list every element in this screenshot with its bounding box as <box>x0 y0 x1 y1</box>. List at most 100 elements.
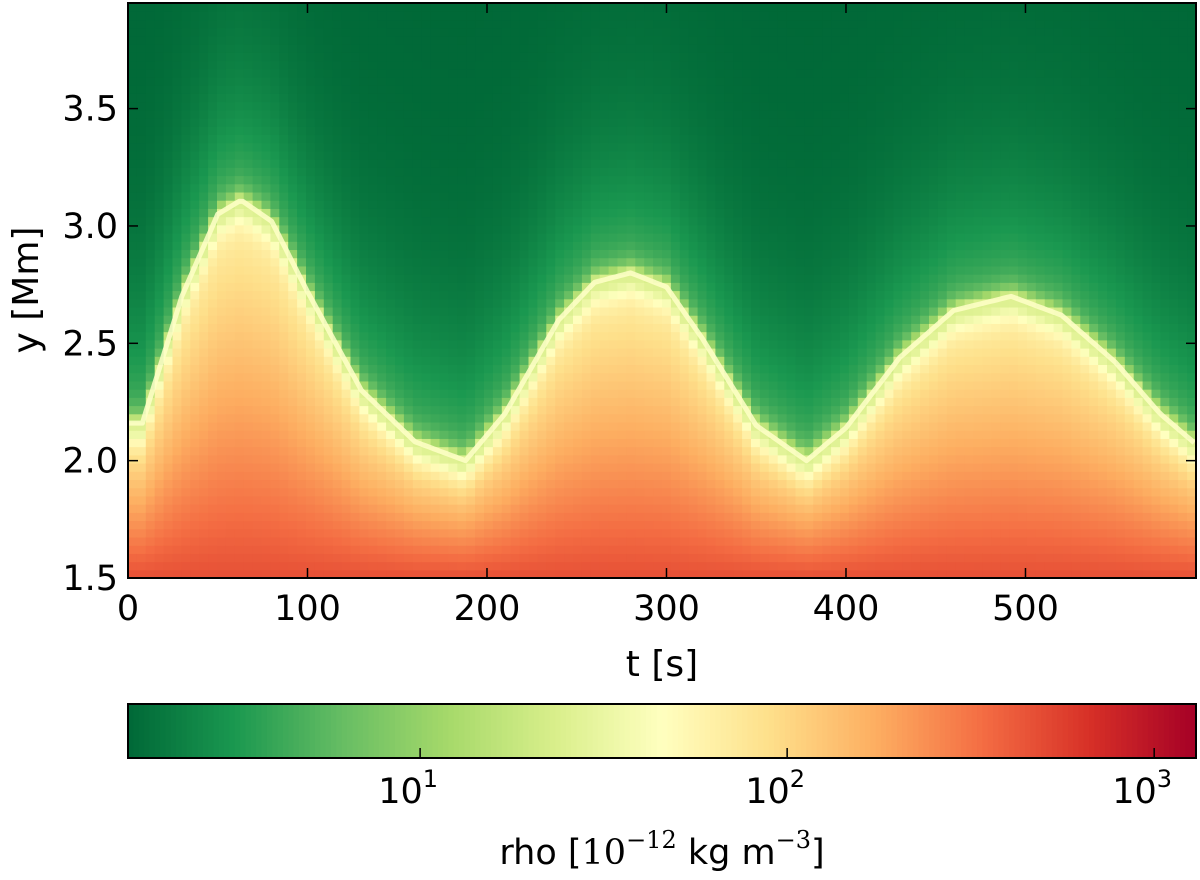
heatmap-cell <box>484 265 494 275</box>
heatmap-cell <box>270 85 280 94</box>
heatmap-cell <box>457 159 467 168</box>
heatmap-cell <box>297 405 307 415</box>
heatmap-cell <box>297 430 307 439</box>
heatmap-cell <box>181 512 191 522</box>
heatmap-cell <box>581 372 592 382</box>
heatmap-cell <box>261 76 271 86</box>
heatmap-cell <box>528 76 538 86</box>
heatmap-cell <box>501 397 512 407</box>
heatmap-cell <box>243 545 254 554</box>
heatmap-cell <box>261 265 271 275</box>
heatmap-cell <box>581 233 592 242</box>
heatmap-cell <box>742 430 752 439</box>
heatmap-cell <box>368 487 378 497</box>
heatmap-cell <box>306 372 316 382</box>
heatmap-cell <box>733 421 743 431</box>
heatmap-cell <box>136 200 147 209</box>
heatmap-cell <box>261 454 271 464</box>
heatmap-cell <box>590 19 601 29</box>
heatmap-cell <box>555 520 565 530</box>
heatmap-cell <box>359 142 369 152</box>
heatmap-cell <box>510 430 521 439</box>
heatmap-cell <box>297 167 307 177</box>
heatmap-cell <box>733 134 743 144</box>
heatmap-cell <box>225 216 236 226</box>
heatmap-cell <box>270 331 280 341</box>
heatmap-cell <box>528 545 538 554</box>
heatmap-cell <box>688 487 699 497</box>
heatmap-cell <box>662 200 672 209</box>
heatmap-cell <box>377 159 387 168</box>
heatmap-cell <box>412 421 423 431</box>
heatmap-cell <box>751 93 761 103</box>
heatmap-cell <box>581 380 592 390</box>
heatmap-cell <box>270 52 280 62</box>
heatmap-cell <box>199 60 209 70</box>
heatmap-cell <box>279 200 289 209</box>
heatmap-cell <box>332 52 343 62</box>
heatmap-cell <box>314 298 325 308</box>
heatmap-cell <box>421 216 432 226</box>
heatmap-cell <box>208 545 218 554</box>
heatmap-cell <box>555 150 565 160</box>
heatmap-cell <box>644 446 654 456</box>
heatmap-cell <box>573 397 583 407</box>
heatmap-cell <box>466 561 476 571</box>
heatmap-cell <box>537 175 547 185</box>
heatmap-cell <box>297 290 307 300</box>
heatmap-cell <box>243 249 254 259</box>
heatmap-cell <box>297 380 307 390</box>
heatmap-cell <box>742 118 752 127</box>
heatmap-cell <box>234 479 245 489</box>
heatmap-cell <box>733 364 743 374</box>
heatmap-cell <box>403 446 414 456</box>
heatmap-cell <box>706 27 716 37</box>
heatmap-cell <box>128 463 138 472</box>
heatmap-cell <box>217 463 227 472</box>
heatmap-cell <box>234 553 245 563</box>
heatmap-cell <box>484 159 494 168</box>
heatmap-cell <box>501 545 512 554</box>
heatmap-cell <box>688 85 699 94</box>
heatmap-cell <box>662 389 672 398</box>
heatmap-cell <box>492 175 503 185</box>
heatmap-cell <box>537 11 547 21</box>
heatmap-cell <box>528 68 538 78</box>
heatmap-cell <box>261 528 271 538</box>
heatmap-cell <box>297 200 307 209</box>
heatmap-cell <box>386 76 396 86</box>
heatmap-cell <box>270 142 280 152</box>
heatmap-cell <box>252 479 263 489</box>
heatmap-cell <box>234 339 245 349</box>
heatmap-cell <box>688 183 699 193</box>
heatmap-cell <box>484 471 494 481</box>
heatmap-cell <box>395 109 405 119</box>
heatmap-cell <box>537 446 547 456</box>
heatmap-cell <box>136 421 147 431</box>
heatmap-cell <box>288 118 298 127</box>
heatmap-cell <box>724 495 734 505</box>
heatmap-cell <box>403 142 414 152</box>
heatmap-cell <box>332 233 343 242</box>
heatmap-cell <box>697 44 708 53</box>
heatmap-cell <box>377 224 387 234</box>
heatmap-cell <box>564 553 574 563</box>
heatmap-cell <box>662 504 672 513</box>
heatmap-cell <box>555 44 565 53</box>
heatmap-cell <box>163 553 174 563</box>
heatmap-cell <box>653 208 663 218</box>
heatmap-cell <box>172 553 182 563</box>
heatmap-cell <box>297 35 307 45</box>
heatmap-cell <box>332 68 343 78</box>
heatmap-cell <box>492 495 503 505</box>
heatmap-cell <box>332 175 343 185</box>
heatmap-cell <box>252 430 263 439</box>
heatmap-cell <box>751 44 761 53</box>
heatmap-cell <box>519 495 530 505</box>
heatmap-cell <box>733 19 743 29</box>
heatmap-cell <box>581 315 592 324</box>
heatmap-cell <box>528 142 538 152</box>
heatmap-cell <box>670 60 681 70</box>
heatmap-cell <box>742 315 752 324</box>
heatmap-cell <box>608 348 619 357</box>
